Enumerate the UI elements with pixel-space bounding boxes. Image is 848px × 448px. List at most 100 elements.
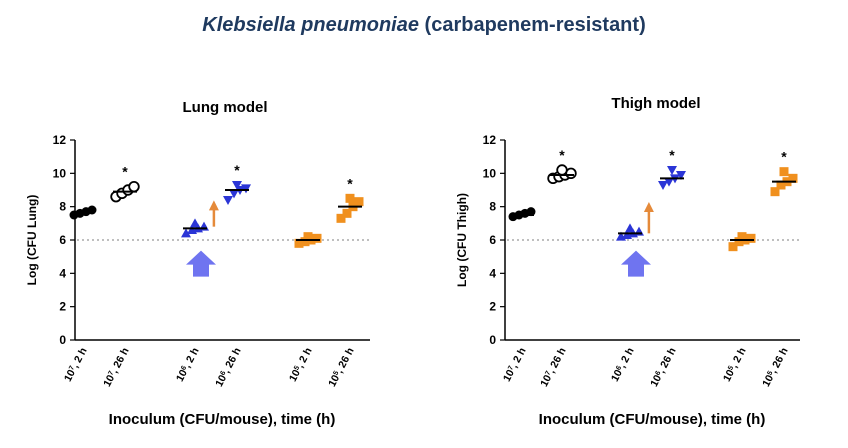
category-label: 106, 2 h: [174, 346, 202, 384]
y-tick-label: 12: [483, 133, 497, 147]
chart-panel-2: Thigh model 0 2 4 6 8 10 12 Log (CFU Thigh) Inocu…: [455, 95, 800, 428]
significance-star: *: [781, 149, 787, 165]
data-point: [556, 164, 568, 176]
category-exponent: 6: [180, 364, 188, 371]
category-label: 107, 2 h: [62, 346, 90, 384]
data-point: [294, 238, 304, 248]
y-tick-label: 2: [489, 300, 496, 314]
inoculum-arrow: [621, 250, 651, 277]
panel-title: Lung model: [183, 99, 268, 116]
category-base: 10: [538, 373, 554, 389]
growth-arrow-head: [643, 202, 654, 212]
category-label: 106, 2 h: [609, 346, 637, 384]
data-point: [241, 184, 251, 194]
growth-arrow-head: [208, 200, 219, 211]
data-point: [728, 242, 738, 252]
chart-panel-1: Lung model 0 2 4 6 8 10 12 Log (CFU Lung) Inoculu…: [25, 99, 370, 428]
significance-star: *: [559, 147, 565, 163]
category-exponent: 7: [68, 364, 76, 371]
data-point: [676, 171, 686, 180]
data-point: [342, 208, 352, 218]
category-exponent: 7: [507, 364, 515, 371]
category-label: 105, 2 h: [287, 346, 315, 384]
data-point: [229, 189, 239, 199]
category-exponent: 5: [727, 364, 735, 371]
data-point: [625, 223, 635, 233]
significance-star: *: [669, 147, 675, 163]
category-label: 107, 26 h: [538, 346, 569, 389]
y-tick-label: 2: [59, 300, 66, 314]
category-base: 10: [326, 373, 342, 389]
category-exponent: 5: [293, 364, 301, 371]
significance-star: *: [122, 164, 128, 180]
data-point: [776, 180, 786, 190]
data-point: [300, 237, 310, 247]
category-exponent: 5: [766, 370, 774, 377]
category-label: 107, 26 h: [101, 346, 132, 389]
category-label: 105, 26 h: [760, 346, 791, 389]
category-suffix: , 26 h: [220, 346, 243, 375]
data-point: [345, 193, 355, 203]
figure-title-qualifier: (carbapenem-resistant): [418, 14, 646, 36]
category-suffix: , 2 h: [616, 346, 636, 370]
category-suffix: , 26 h: [767, 346, 790, 375]
category-suffix: , 2 h: [181, 346, 201, 370]
data-point: [354, 197, 364, 207]
category-label: 105, 26 h: [326, 346, 357, 389]
category-base: 10: [62, 368, 78, 384]
significance-star: *: [234, 162, 240, 178]
category-suffix: , 26 h: [333, 346, 356, 375]
y-tick-label: 6: [59, 233, 66, 247]
category-base: 10: [760, 373, 776, 389]
category-base: 10: [174, 368, 190, 384]
significance-star: *: [347, 175, 353, 191]
data-point: [526, 207, 536, 217]
category-exponent: 5: [332, 370, 340, 377]
category-suffix: , 2 h: [294, 346, 314, 370]
category-label: 105, 2 h: [721, 346, 749, 384]
data-point: [223, 196, 233, 205]
category-label: 106, 26 h: [648, 346, 679, 389]
x-axis-label: Inoculum (CFU/mouse), time (h): [109, 411, 336, 428]
data-point: [737, 232, 747, 242]
category-base: 10: [287, 368, 303, 384]
category-suffix: , 26 h: [545, 346, 568, 375]
category-exponent: 6: [615, 364, 623, 371]
x-axis-label: Inoculum (CFU/mouse), time (h): [539, 411, 766, 428]
data-point: [667, 166, 677, 175]
data-point: [128, 180, 140, 193]
category-exponent: 6: [219, 370, 227, 377]
y-tick-label: 10: [483, 166, 497, 180]
category-label: 107, 2 h: [501, 346, 529, 384]
category-base: 10: [648, 373, 664, 389]
data-point: [312, 233, 322, 243]
data-point: [232, 181, 242, 190]
y-tick-label: 8: [59, 200, 66, 214]
data-point: [664, 177, 674, 187]
category-label: 106, 26 h: [213, 346, 244, 389]
figure-title: Klebsiella pneumoniae (carbapenem-resist…: [0, 14, 848, 37]
category-suffix: , 26 h: [108, 346, 131, 375]
inoculum-arrow: [186, 250, 216, 277]
category-exponent: 7: [107, 370, 115, 377]
category-base: 10: [609, 368, 625, 384]
data-point: [336, 213, 346, 223]
category-base: 10: [501, 368, 517, 384]
category-base: 10: [101, 373, 117, 389]
data-point: [746, 233, 756, 243]
y-tick-label: 4: [489, 266, 496, 280]
data-point: [770, 187, 780, 197]
y-tick-label: 0: [489, 333, 496, 347]
category-base: 10: [721, 368, 737, 384]
y-tick-label: 0: [59, 333, 66, 347]
panel-title: Thigh model: [611, 95, 700, 112]
category-exponent: 6: [654, 370, 662, 377]
y-tick-label: 6: [489, 233, 496, 247]
y-tick-label: 4: [59, 266, 66, 280]
y-tick-label: 12: [53, 133, 67, 147]
data-point: [303, 232, 313, 242]
data-point: [190, 218, 200, 228]
data-point: [658, 181, 668, 190]
category-base: 10: [213, 373, 229, 389]
